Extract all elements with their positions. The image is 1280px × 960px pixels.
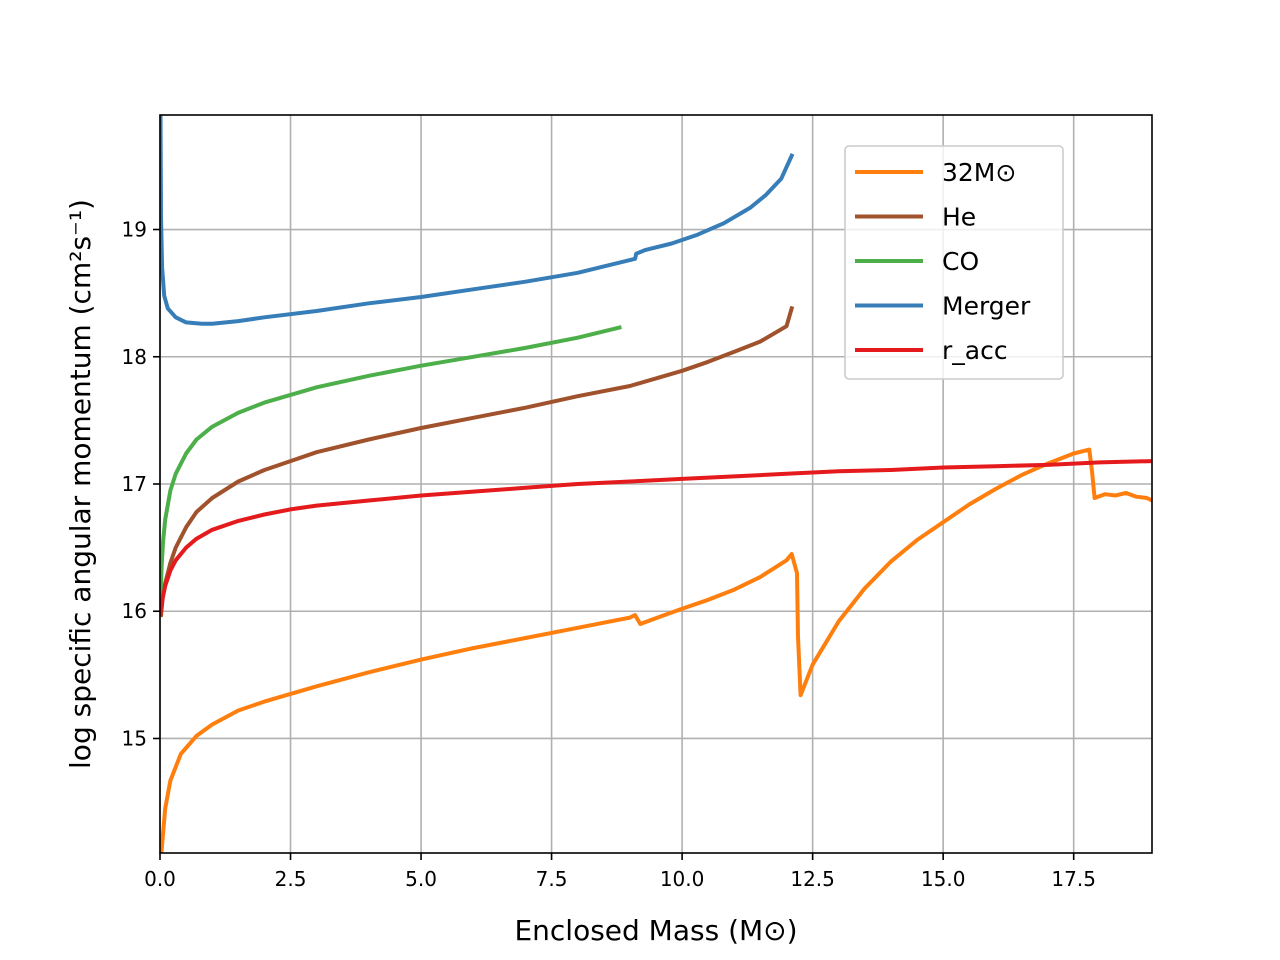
series-line-1 <box>160 305 795 618</box>
x-tick-label: 17.5 <box>1051 867 1096 891</box>
x-tick-label: 15.0 <box>921 867 966 891</box>
ticks: 0.0 2.5 5.0 7.5 10.0 12.5 15.0 17.5 15 16 17 18 19 <box>122 218 1096 891</box>
y-tick-label: 17 <box>122 472 147 496</box>
y-tick-label: 16 <box>122 599 147 623</box>
axis-labels: Enclosed Mass (M⊙) log specific angular … <box>64 199 798 947</box>
legend-label: CO <box>942 247 979 276</box>
series-line-3 <box>160 115 795 326</box>
y-axis-label: log specific angular momentum (cm²s⁻¹) <box>64 199 97 769</box>
y-tick-label: 18 <box>122 345 147 369</box>
x-tick-label: 2.5 <box>275 867 307 891</box>
series-line-0 <box>160 447 1152 853</box>
series-line-4 <box>160 459 1152 617</box>
x-tick-label: 10.0 <box>660 867 705 891</box>
grid <box>159 115 1152 853</box>
series-lines <box>160 115 1152 853</box>
legend-label: r_acc <box>942 336 1008 365</box>
legend-box <box>844 145 1064 380</box>
x-axis-label: Enclosed Mass (M⊙) <box>514 914 797 947</box>
y-tick-label: 15 <box>122 726 147 750</box>
y-tick-label: 19 <box>122 218 147 242</box>
legend-label: 32M⊙ <box>942 158 1016 187</box>
x-tick-label: 5.0 <box>405 867 437 891</box>
x-tick-label: 7.5 <box>536 867 568 891</box>
legend-label: Merger <box>942 292 1031 321</box>
x-tick-label: 12.5 <box>790 867 835 891</box>
legend-label: He <box>942 203 976 232</box>
legend: 32M⊙ He CO Merger r_acc <box>844 145 1064 380</box>
series-line-2 <box>160 325 622 601</box>
x-tick-label: 0.0 <box>144 867 176 891</box>
